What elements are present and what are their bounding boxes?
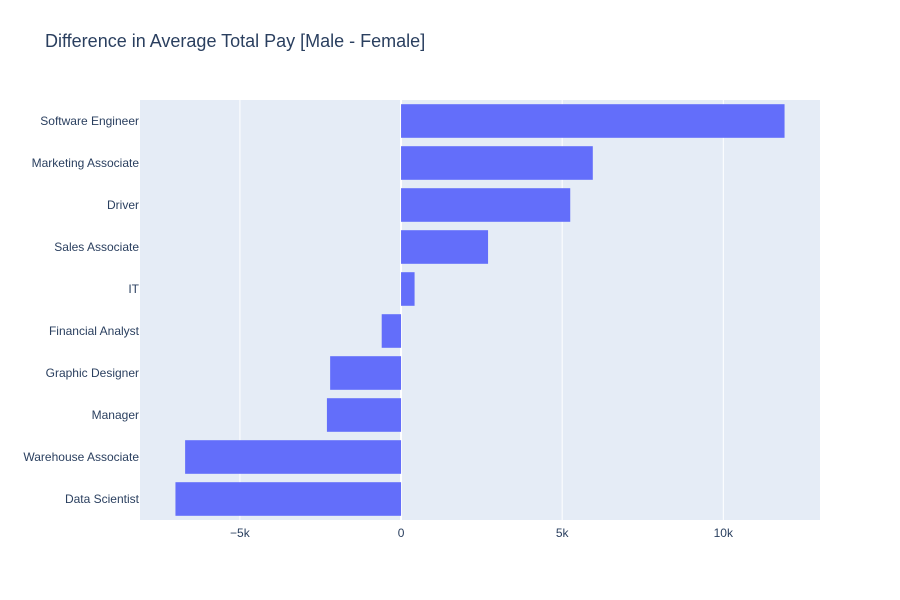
bar[interactable] (401, 230, 489, 264)
x-tick-label: 10k (714, 526, 734, 540)
x-tick-label: −5k (230, 526, 251, 540)
y-tick-label: Software Engineer (40, 114, 139, 128)
bar[interactable] (185, 440, 402, 474)
y-tick-label: Warehouse Associate (23, 450, 139, 464)
bar[interactable] (326, 398, 402, 432)
y-tick-label: Driver (107, 198, 139, 212)
y-tick-label: Manager (92, 408, 139, 422)
x-tick-label: 0 (398, 526, 405, 540)
x-axis-tick-labels: −5k 0 5k 10k (230, 526, 734, 540)
y-tick-label: IT (128, 282, 139, 296)
x-tick-label: 5k (556, 526, 570, 540)
y-tick-label: Marketing Associate (32, 156, 140, 170)
bars (175, 104, 785, 516)
chart-title: Difference in Average Total Pay [Male - … (45, 31, 426, 51)
y-tick-label: Data Scientist (65, 492, 140, 506)
y-tick-label: Sales Associate (54, 240, 139, 254)
bar[interactable] (401, 188, 571, 222)
y-axis-tick-labels: Software Engineer Marketing Associate Driv… (23, 114, 139, 506)
y-tick-label: Graphic Designer (46, 366, 139, 380)
y-tick-label: Financial Analyst (49, 324, 140, 338)
bar[interactable] (330, 356, 402, 390)
bar[interactable] (401, 272, 415, 306)
bar[interactable] (401, 146, 593, 180)
bar[interactable] (175, 482, 402, 516)
bar[interactable] (401, 104, 785, 138)
bar[interactable] (381, 314, 402, 348)
